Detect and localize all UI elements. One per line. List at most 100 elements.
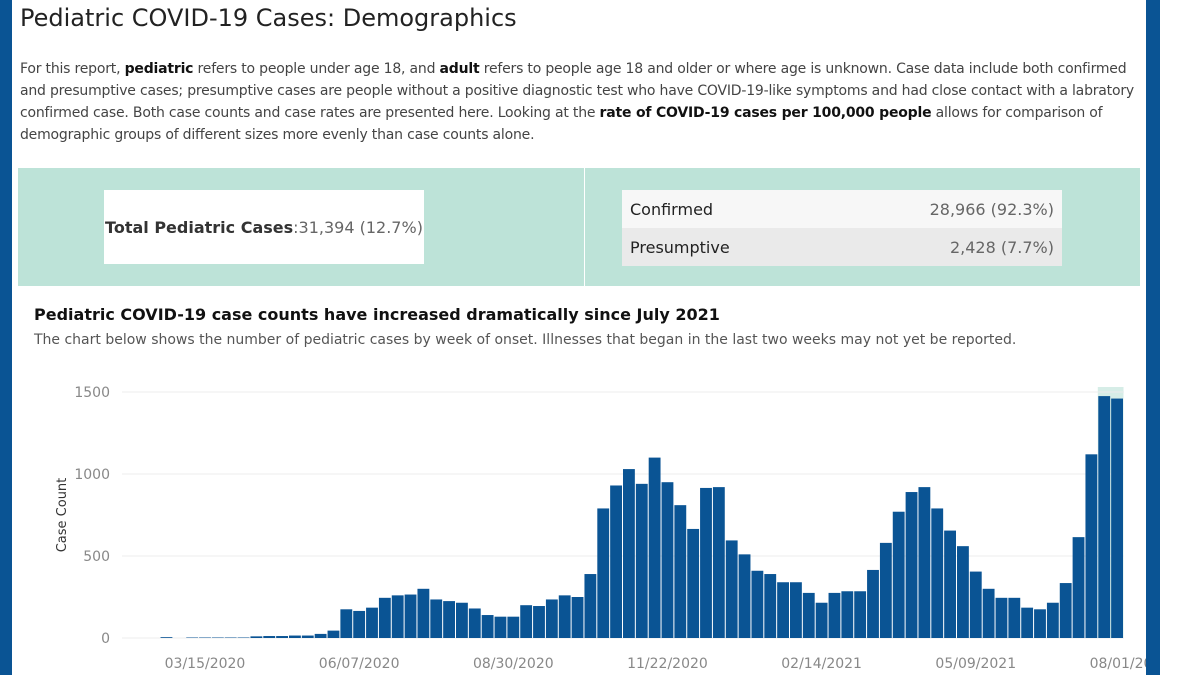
bar <box>738 554 751 638</box>
bar <box>1059 583 1072 638</box>
bar <box>366 607 378 638</box>
intro-bold-rate: rate of COVID-19 cases per 100,000 peopl… <box>599 105 932 121</box>
bar <box>456 602 468 638</box>
bar <box>430 599 443 638</box>
bar <box>160 637 173 638</box>
total-pediatric-cases-box: Total Pediatric Cases: 31,394 (12.7%) <box>104 190 424 264</box>
left-frame-border <box>0 0 12 675</box>
bar <box>584 574 597 638</box>
dashboard-content: Pediatric COVID-19 Cases: Demographics F… <box>12 0 1146 675</box>
x-tick-label: 08/01/2021 <box>1090 656 1146 672</box>
total-cases-value: 31,394 (12.7%) <box>298 217 423 237</box>
x-tick-label: 11/22/2020 <box>627 656 708 672</box>
y-axis-ticks: 0 500 1000 1500 <box>74 385 110 647</box>
bar <box>289 635 301 638</box>
bar <box>314 633 327 638</box>
bar <box>995 597 1008 638</box>
x-tick-label: 06/07/2020 <box>319 656 400 672</box>
presumptive-value: 2,428 (7.7%) <box>949 237 1054 257</box>
x-tick-label: 08/30/2020 <box>473 656 554 672</box>
bar <box>802 592 815 638</box>
intro-bold-adult: adult <box>439 61 480 77</box>
right-frame-border <box>1146 0 1160 675</box>
y-axis-title: Case Count <box>55 478 70 553</box>
bar <box>276 636 288 638</box>
bar <box>468 608 481 638</box>
chart-heading: Pediatric COVID-19 case counts have incr… <box>34 305 720 324</box>
x-axis-ticks: 03/15/2020 06/07/2020 08/30/2020 11/22/2020… <box>165 656 1146 672</box>
bar <box>905 492 918 638</box>
y-tick-label: 1500 <box>74 385 110 401</box>
case-type-table: Confirmed 28,966 (92.3%) Presumptive 2,4… <box>622 190 1062 266</box>
intro-text-4: allows for comparison of demographic gro… <box>20 105 1103 143</box>
bar <box>1046 602 1059 638</box>
bar <box>610 485 622 638</box>
bar <box>969 571 982 638</box>
intro-bold-pediatric: pediatric <box>124 61 194 77</box>
bar <box>404 594 417 638</box>
total-cases-separator: : <box>293 217 299 237</box>
chart-bars <box>160 396 1123 638</box>
bar <box>700 487 712 638</box>
x-tick-label: 05/09/2021 <box>935 656 1016 672</box>
bar <box>1111 398 1123 638</box>
table-row-presumptive: Presumptive 2,428 (7.7%) <box>622 228 1062 266</box>
intro-text-3: refers to people age 18 and older or whe… <box>20 61 1134 121</box>
bar <box>481 615 494 638</box>
bar <box>982 588 995 638</box>
bar <box>558 595 571 638</box>
weekly-cases-bar-chart: 0 500 1000 1500 03/15/2020 06/07/2020 08/30/2… <box>55 385 1146 672</box>
bar <box>494 616 507 638</box>
bar <box>674 505 687 638</box>
bar <box>854 591 867 638</box>
bar <box>263 636 276 638</box>
bar <box>1098 396 1111 638</box>
bar <box>545 599 558 638</box>
bar <box>301 635 314 638</box>
bar <box>378 597 391 638</box>
bar <box>391 595 404 638</box>
bar <box>571 597 584 638</box>
bar <box>597 508 610 638</box>
bar <box>635 483 648 638</box>
bar <box>1008 597 1021 638</box>
bar <box>712 487 725 638</box>
bar <box>931 508 944 638</box>
bar <box>507 616 520 638</box>
summary-divider <box>584 168 585 286</box>
bar <box>1085 454 1098 638</box>
y-tick-label: 500 <box>83 549 110 565</box>
bar <box>648 457 661 638</box>
intro-text-2: refers to people under age 18, and <box>193 61 440 77</box>
bar <box>957 546 969 638</box>
bar <box>443 601 455 638</box>
bar <box>944 530 956 638</box>
bar <box>417 588 430 638</box>
bar <box>892 511 905 638</box>
bar <box>777 582 789 638</box>
confirmed-label: Confirmed <box>630 199 714 219</box>
bar <box>815 602 828 638</box>
presumptive-label: Presumptive <box>630 237 730 257</box>
bar <box>867 569 879 638</box>
bar <box>340 609 353 638</box>
bar <box>828 592 841 638</box>
bar <box>623 469 635 638</box>
intro-text-1: For this report, <box>20 61 125 77</box>
page-title: Pediatric COVID-19 Cases: Demographics <box>20 4 517 32</box>
summary-panel: Total Pediatric Cases: 31,394 (12.7%) Co… <box>18 168 1140 286</box>
bar <box>327 630 340 638</box>
y-tick-label: 0 <box>101 631 110 647</box>
bar <box>918 487 931 638</box>
y-tick-label: 1000 <box>74 467 110 483</box>
x-tick-label: 02/14/2021 <box>781 656 862 672</box>
intro-paragraph: For this report, pediatric refers to peo… <box>20 58 1140 146</box>
bar <box>1034 609 1046 638</box>
confirmed-value: 28,966 (92.3%) <box>929 199 1054 219</box>
bar <box>1021 607 1034 638</box>
bar <box>764 574 777 638</box>
total-cases-label: Total Pediatric Cases <box>105 217 294 237</box>
bar <box>725 540 738 638</box>
bar <box>790 582 802 638</box>
bar <box>879 542 892 638</box>
